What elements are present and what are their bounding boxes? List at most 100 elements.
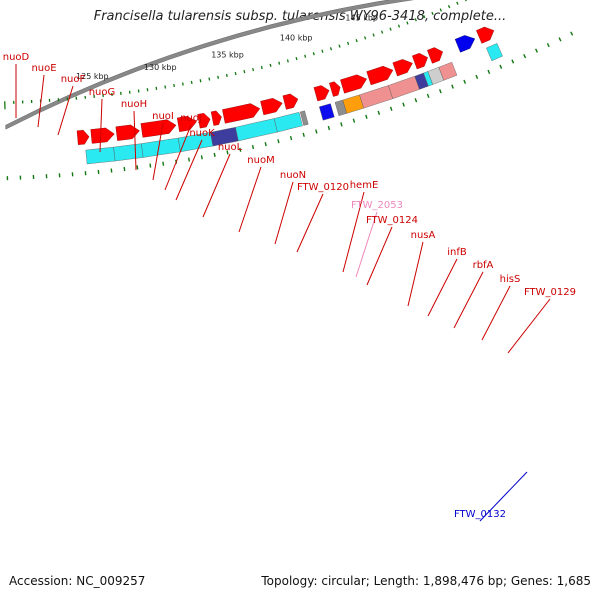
- scale-tick: [431, 11, 434, 16]
- gene-label-infB: infB: [447, 247, 467, 258]
- scale-tick: [329, 47, 333, 51]
- leader-line: [133, 110, 137, 171]
- topology-text: Topology: circular; Length: 1,898,476 bp…: [261, 574, 591, 588]
- scale-label: 145 kbp: [345, 14, 378, 23]
- scale-tick: [312, 52, 315, 56]
- scale-tick: [234, 71, 237, 76]
- gene-arrow-15: [392, 59, 413, 77]
- leader-line: [274, 181, 294, 245]
- marker-tick: [439, 89, 442, 94]
- marker-tick: [389, 106, 393, 111]
- leader-line: [37, 74, 45, 128]
- gene-arrow-11: [313, 85, 330, 102]
- marker-tick: [499, 64, 503, 69]
- marker-tick: [487, 69, 491, 75]
- scale-tick: [321, 49, 324, 53]
- scale-tick: [414, 18, 417, 22]
- cds-block-17: [438, 61, 458, 81]
- scale-tick: [208, 77, 211, 81]
- gene-arrow-8: [222, 103, 261, 124]
- marker-tick: [327, 125, 331, 131]
- marker-tick: [558, 37, 562, 42]
- scale-tick: [269, 63, 272, 67]
- cds-block-5: [210, 127, 239, 147]
- cds-block-6: [235, 118, 278, 142]
- marker-tick: [523, 54, 527, 59]
- cds-block-1: [85, 146, 116, 165]
- marker-tick: [213, 152, 216, 158]
- leader-line: [152, 122, 164, 181]
- leader-line: [296, 193, 324, 253]
- gene-label-nuoN: nuoN: [280, 170, 306, 181]
- marker-tick: [451, 84, 454, 89]
- gene-label-nusA: nusA: [411, 230, 436, 241]
- marker-tick: [264, 142, 267, 147]
- cds-block-2: [113, 143, 144, 162]
- scale-tick: [447, 5, 451, 9]
- scale-tick: [380, 30, 384, 34]
- leader-line: [507, 298, 551, 354]
- marker-tick: [187, 157, 191, 162]
- gene-label-FTW_0129: FTW_0129: [524, 287, 576, 298]
- gene-arrow-blue: [454, 35, 476, 53]
- marker-tick: [402, 102, 405, 107]
- scale-tick: [406, 21, 409, 25]
- gene-label-nuoI: nuoI: [152, 111, 174, 122]
- gene-arrow-13: [340, 74, 367, 94]
- leader-line: [453, 271, 484, 329]
- gene-label-nuoF: nuoF: [61, 74, 86, 85]
- scale-tick: [260, 65, 263, 70]
- marker-tick: [226, 150, 229, 155]
- gene-arrow-1: [76, 130, 90, 145]
- gene-arrow-9: [260, 98, 283, 116]
- gene-label-nuoK: nuoK: [189, 128, 215, 139]
- marker-tick: [511, 59, 515, 64]
- marker-tick: [251, 144, 255, 150]
- marker-tick: [162, 161, 165, 166]
- scale-tick: [173, 83, 175, 88]
- scale-label: 130 kbp: [144, 63, 177, 72]
- cds-block-13: [388, 75, 420, 99]
- gene-arrow-5: [176, 115, 197, 132]
- scale-tick: [181, 82, 184, 86]
- scale-tick: [439, 8, 442, 12]
- cds-block-8: [299, 110, 309, 126]
- scale-tick: [295, 56, 298, 61]
- marker-tick: [377, 110, 381, 115]
- gene-label-nuoE: nuoE: [31, 63, 56, 74]
- gene-label-rbfA: rbfA: [473, 260, 494, 271]
- scale-tick: [304, 54, 307, 58]
- leader-line: [479, 471, 528, 522]
- gene-arrow-2: [90, 127, 115, 144]
- scale-tick: [199, 79, 202, 83]
- scale-tick: [278, 61, 281, 65]
- accession-text: Accession: NC_009257: [9, 574, 146, 588]
- leader-line: [164, 124, 192, 191]
- marker-tick: [414, 98, 418, 103]
- gene-label-nuoG: nuoG: [89, 87, 116, 98]
- map-title: Francisella tularensis subsp. tularensis…: [93, 9, 507, 24]
- scale-tick: [286, 59, 289, 63]
- marker-tick: [475, 74, 479, 80]
- scale-tick: [456, 1, 459, 5]
- gene-arrow-4: [140, 119, 177, 138]
- scale-tick: [364, 36, 367, 40]
- leader-line: [427, 258, 458, 317]
- cds-block-4: [177, 132, 214, 153]
- scale-tick: [347, 41, 350, 46]
- cds-block-15: [423, 71, 434, 87]
- scale-tick: [355, 39, 358, 43]
- scale-tick: [372, 33, 375, 37]
- marker-tick: [570, 31, 574, 36]
- leader-line: [57, 85, 74, 136]
- scale-tick: [422, 15, 426, 19]
- cds-block-12: [359, 85, 394, 109]
- gene-label-FTW_2053: FTW_2053: [351, 200, 403, 211]
- marker-tick: [277, 139, 280, 144]
- gene-arrow-6: [197, 113, 211, 129]
- marker-tick: [149, 163, 152, 168]
- gene-label-nuoM: nuoM: [247, 155, 274, 166]
- gene-label-FTW_0120: FTW_0120: [297, 182, 349, 193]
- gene-arrow-10: [282, 93, 299, 110]
- marker-tick: [426, 93, 430, 98]
